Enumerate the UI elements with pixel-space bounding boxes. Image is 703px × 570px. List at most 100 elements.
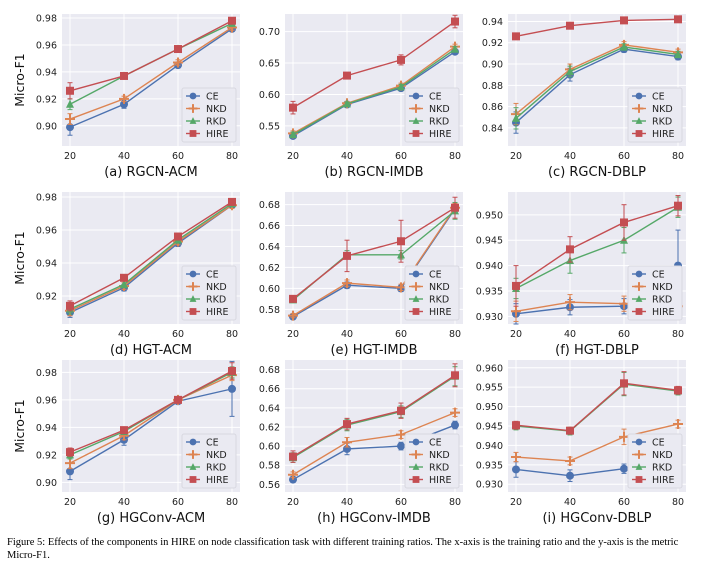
point-rkd — [674, 49, 682, 58]
point-nkd — [119, 93, 129, 104]
x-tick-label: 40 — [341, 497, 353, 508]
point-rkd — [189, 117, 197, 124]
legend-label-ce: CE — [652, 438, 665, 449]
series-nkd — [511, 419, 683, 466]
y-tick-label: 0.96 — [36, 395, 57, 406]
series-hire — [512, 371, 682, 435]
point-hire — [289, 103, 297, 112]
point-rkd — [635, 463, 643, 470]
point-hire — [343, 420, 351, 429]
subplot-title: (g) HGConv-ACM — [97, 511, 205, 526]
legend-box — [404, 433, 460, 489]
x-tick-label: 40 — [118, 151, 130, 162]
y-tick-label: 0.86 — [482, 102, 503, 113]
legend-label-nkd: NKD — [206, 282, 227, 293]
y-tick-label: 0.950 — [476, 402, 503, 413]
series-hire — [66, 197, 236, 312]
y-tick-label: 0.955 — [476, 383, 503, 394]
y-tick-label: 0.90 — [482, 60, 503, 71]
point-rkd — [397, 82, 405, 91]
x-tick-label: 20 — [64, 497, 76, 508]
point-hire — [189, 476, 197, 483]
point-nkd — [511, 452, 521, 463]
legend-label-nkd: NKD — [206, 450, 227, 461]
point-nkd — [450, 407, 460, 418]
point-nkd — [173, 57, 183, 68]
point-nkd — [619, 431, 629, 442]
point-ce — [66, 123, 74, 132]
legend-label-nkd: NKD — [429, 282, 450, 293]
series-line — [69, 20, 233, 92]
legend-label-ce: CE — [652, 92, 665, 103]
y-tick-label: 0.92 — [36, 450, 57, 461]
y-tick-label: 0.940 — [476, 441, 503, 452]
legend-label-hire: HIRE — [206, 307, 229, 318]
y-tick-label: 0.56 — [259, 480, 280, 491]
point-hire — [174, 232, 182, 241]
y-axis-label: Micro-F1 — [12, 53, 27, 107]
x-tick-label: 60 — [172, 497, 184, 508]
legend-label-rkd: RKD — [429, 463, 449, 474]
subplot-title: (i) HGConv-DBLP — [542, 511, 651, 526]
x-tick-label: 80 — [226, 329, 238, 340]
point-nkd — [65, 114, 75, 125]
x-tick-label: 60 — [172, 329, 184, 340]
point-nkd — [65, 458, 75, 469]
point-hire — [289, 294, 297, 303]
point-nkd — [396, 282, 406, 293]
y-tick-label: 0.945 — [476, 236, 503, 247]
point-hire — [66, 301, 74, 310]
x-tick-label: 80 — [449, 329, 461, 340]
series-line — [69, 370, 233, 453]
x-tick-label: 80 — [449, 151, 461, 162]
legend-box — [181, 433, 237, 489]
point-rkd — [66, 99, 74, 108]
x-tick-label: 80 — [672, 329, 684, 340]
legend-label-hire: HIRE — [429, 307, 452, 318]
legend-box — [627, 433, 683, 489]
point-hire — [566, 21, 574, 30]
point-hire — [66, 448, 74, 457]
point-rkd — [289, 130, 297, 139]
x-tick-label: 40 — [564, 497, 576, 508]
point-nkd — [396, 429, 406, 440]
y-tick-label: 0.92 — [36, 291, 57, 302]
x-tick-label: 20 — [287, 497, 299, 508]
x-tick-label: 60 — [618, 329, 630, 340]
x-tick-label: 20 — [287, 329, 299, 340]
point-hire — [174, 45, 182, 54]
point-nkd — [188, 282, 198, 291]
legend-box — [627, 87, 683, 143]
legend-label-ce: CE — [429, 270, 442, 281]
x-tick-label: 80 — [226, 497, 238, 508]
series-line — [292, 51, 456, 137]
point-rkd — [412, 295, 420, 302]
point-hire — [512, 421, 520, 430]
point-hire — [289, 452, 297, 461]
point-ce — [189, 92, 197, 100]
y-tick-label: 0.945 — [476, 422, 503, 433]
x-tick-label: 20 — [510, 497, 522, 508]
y-tick-label: 0.58 — [259, 461, 280, 472]
point-rkd — [635, 295, 643, 302]
legend-label-nkd: NKD — [652, 282, 673, 293]
y-axis-label: Micro-F1 — [12, 231, 27, 285]
series-line — [292, 374, 456, 458]
x-tick-label: 20 — [287, 151, 299, 162]
legend-label-hire: HIRE — [206, 475, 229, 486]
point-hire — [635, 308, 643, 315]
legend-box — [627, 265, 683, 321]
point-hire — [566, 426, 574, 435]
y-tick-label: 0.66 — [259, 221, 280, 232]
point-rkd — [120, 279, 128, 288]
y-tick-label: 0.70 — [259, 27, 280, 38]
x-tick-label: 80 — [672, 151, 684, 162]
legend-box — [181, 265, 237, 321]
legend-box — [404, 265, 460, 321]
